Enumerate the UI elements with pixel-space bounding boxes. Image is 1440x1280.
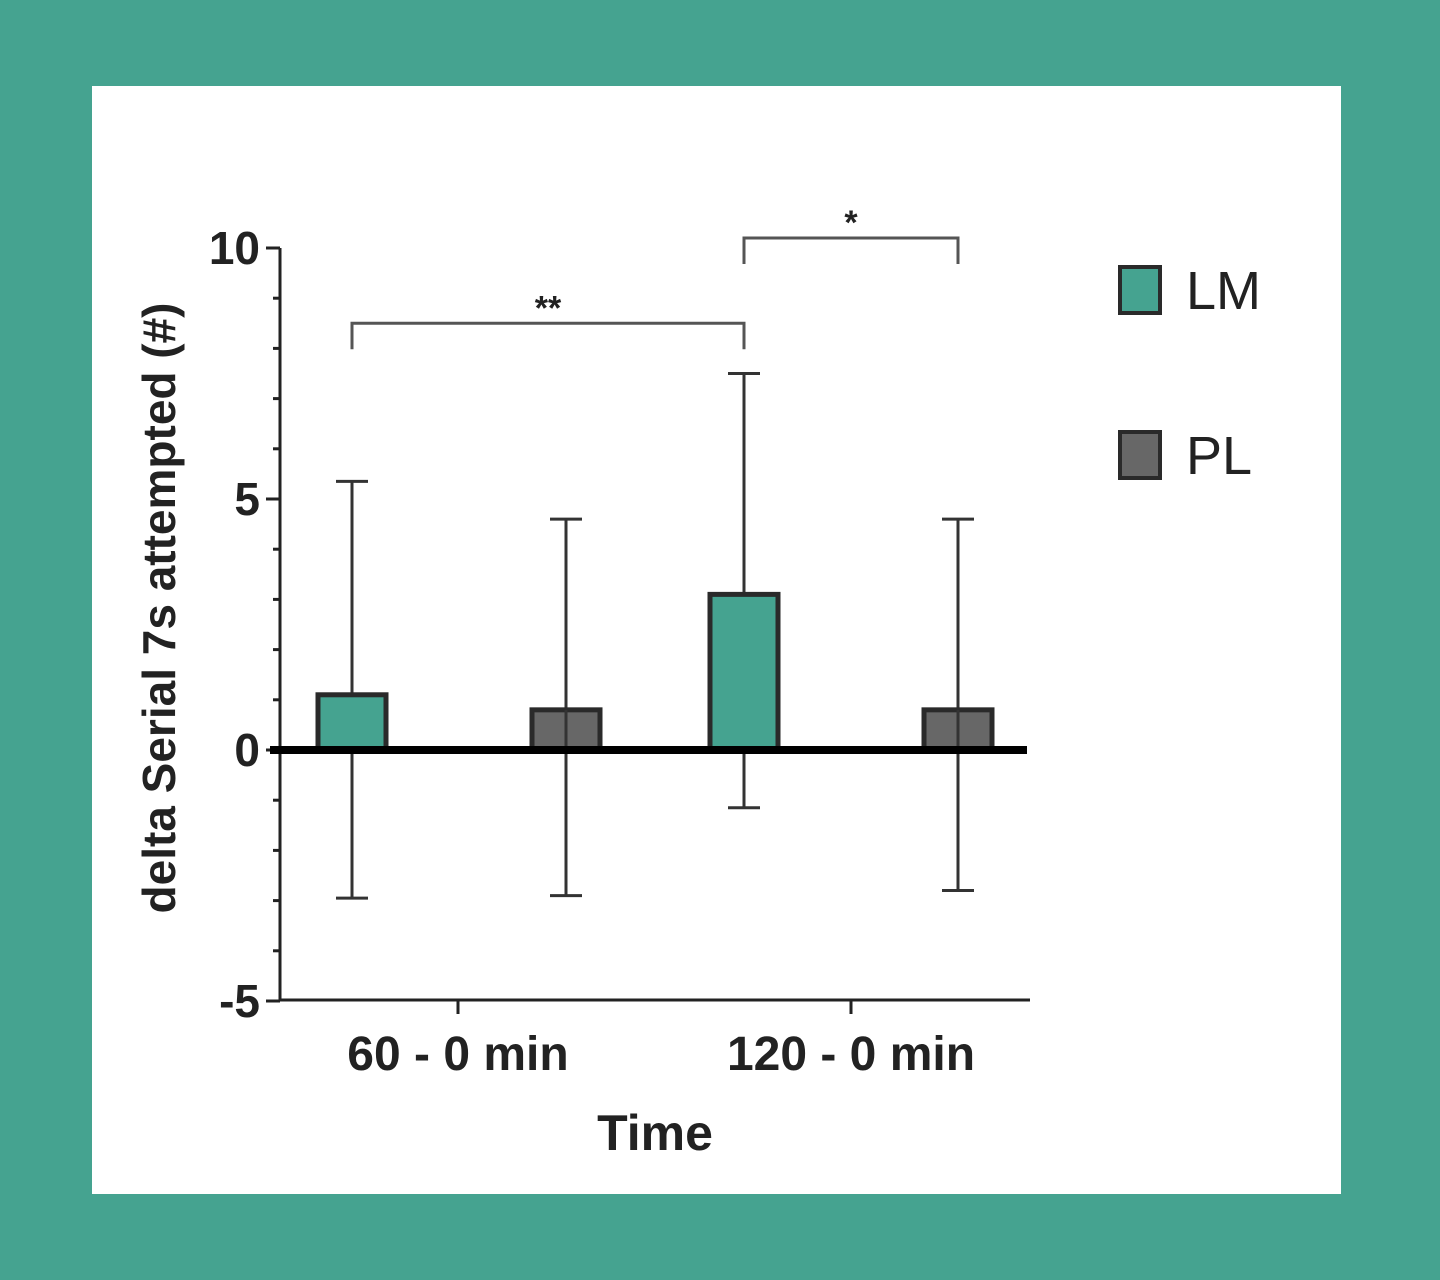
significance-label: * [844,204,858,242]
y-tick-label: 5 [234,473,260,525]
legend-swatch-pl [1118,430,1162,480]
x-tick-label: 120 - 0 min [727,1028,975,1081]
x-tick-label: 60 - 0 min [347,1028,568,1081]
legend-swatch-lm [1118,265,1162,315]
y-tick-label: 0 [234,724,260,776]
bar-lm [315,692,389,753]
y-tick-label: 10 [209,222,260,274]
y-tick-label: -5 [219,975,260,1027]
bar-lm [707,591,781,753]
significance-bracket [350,321,746,350]
y-axis-title: delta Serial 7s attempted (#) [133,303,185,914]
significance-label: ** [535,289,562,327]
x-axis-title: Time [597,1105,713,1161]
legend-label: LM [1186,261,1261,321]
legend-label: PL [1186,426,1252,486]
significance-bracket [742,236,960,264]
